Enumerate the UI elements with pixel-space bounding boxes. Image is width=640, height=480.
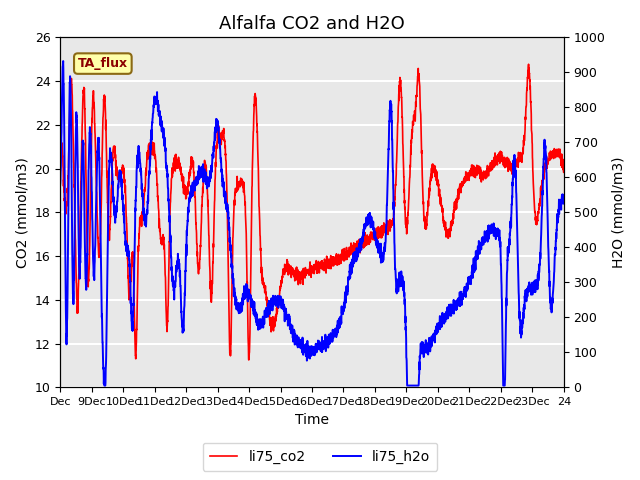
li75_co2 xyxy=(271,319,279,324)
li75_co2 xyxy=(496,160,504,166)
li75_h2o xyxy=(114,183,122,189)
li75_h2o xyxy=(560,195,568,201)
Line: li75_co2: li75_co2 xyxy=(60,64,564,360)
li75_co2 xyxy=(245,357,253,363)
li75_h2o xyxy=(56,182,64,188)
li75_co2 xyxy=(550,146,558,152)
li75_co2 xyxy=(525,61,532,67)
li75_h2o xyxy=(271,300,279,306)
li75_h2o xyxy=(250,312,257,317)
li75_h2o xyxy=(496,242,504,248)
li75_co2 xyxy=(114,174,122,180)
li75_co2 xyxy=(250,128,257,134)
Y-axis label: CO2 (mmol/m3): CO2 (mmol/m3) xyxy=(15,157,29,268)
li75_co2 xyxy=(560,167,568,172)
li75_h2o xyxy=(144,200,152,206)
Line: li75_h2o: li75_h2o xyxy=(60,61,564,385)
li75_h2o xyxy=(100,383,108,388)
li75_co2 xyxy=(56,164,64,169)
li75_co2 xyxy=(143,154,151,160)
X-axis label: Time: Time xyxy=(295,413,329,427)
Legend: li75_co2, li75_h2o: li75_co2, li75_h2o xyxy=(203,443,437,471)
Text: TA_flux: TA_flux xyxy=(78,57,128,70)
Title: Alfalfa CO2 and H2O: Alfalfa CO2 and H2O xyxy=(219,15,405,33)
li75_h2o xyxy=(550,269,558,275)
li75_h2o xyxy=(60,58,67,64)
Y-axis label: H2O (mmol/m3): H2O (mmol/m3) xyxy=(611,156,625,268)
